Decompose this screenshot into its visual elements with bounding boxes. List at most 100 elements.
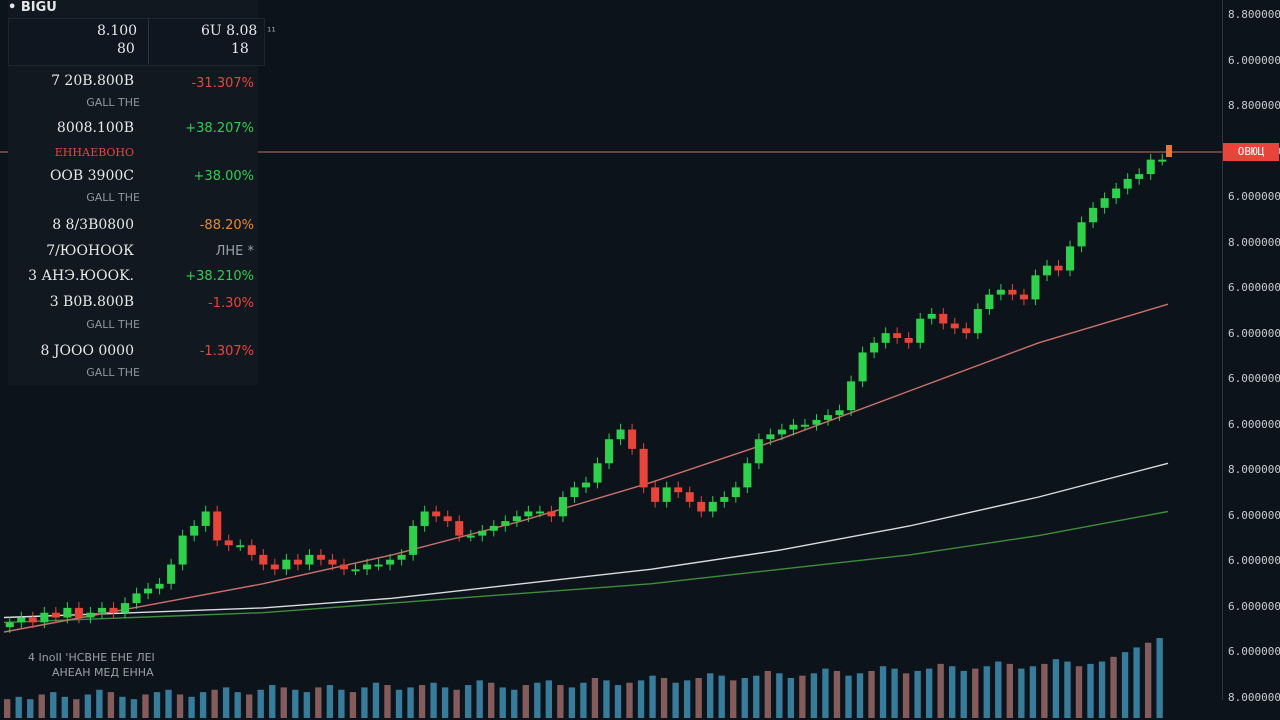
y-axis: 8.800000 6.000000 8.800000 6.000000 6.000000… <box>1222 0 1280 720</box>
volume-bar <box>741 678 748 718</box>
candle-body <box>5 622 14 628</box>
candle-body <box>973 309 982 334</box>
volume-bar <box>292 689 299 718</box>
header-col2-a: 6U 8.08 <box>201 23 258 39</box>
candle-body <box>985 294 994 310</box>
volume-bar <box>453 689 460 718</box>
volume-bar <box>119 696 126 718</box>
candle-body <box>893 333 902 338</box>
header-col2-b: 18 <box>231 41 249 57</box>
moving-average-slow <box>3 510 1169 624</box>
candle-body <box>766 434 775 440</box>
volume-bar <box>84 694 92 718</box>
y-tick-label: 8.000000 <box>1228 463 1280 476</box>
candle-body <box>535 511 544 514</box>
candle-body <box>628 429 637 449</box>
candle-body <box>858 352 867 382</box>
candle-body <box>651 487 660 502</box>
y-tick-label: 8.000000 <box>1228 235 1280 249</box>
candle-body <box>63 607 72 618</box>
volume-bar <box>361 687 368 718</box>
volume-bar <box>925 668 933 718</box>
header-divider <box>148 18 149 64</box>
volume-bar <box>914 670 921 718</box>
row-price: 3 АНЭ.ЮООK. <box>28 268 134 284</box>
volume-bar <box>1098 661 1106 718</box>
candle-body <box>524 511 533 517</box>
candle-body <box>259 554 268 565</box>
volume-bar <box>1052 659 1060 718</box>
candle-body <box>155 583 164 589</box>
volume-bar <box>280 687 287 718</box>
volume-bar <box>822 668 829 718</box>
candle-body <box>351 569 360 572</box>
row-price: OOB 3900C <box>49 168 134 184</box>
volume-bar <box>246 694 253 718</box>
row-change: +38.207% <box>185 121 254 136</box>
volume-bar <box>1110 656 1117 718</box>
candle-body <box>316 554 325 560</box>
watchlist-header: 8.100 80 6U 8.08 18 ¹¹ <box>8 18 276 66</box>
candle-body <box>224 540 233 546</box>
volume-bar <box>972 668 979 718</box>
candle-body <box>870 342 879 353</box>
candle-body <box>904 337 913 343</box>
volume-bar <box>315 687 322 718</box>
candle-body <box>1146 159 1155 175</box>
volume-bar <box>591 678 599 718</box>
candle-body <box>789 424 798 430</box>
candle-body <box>939 313 948 324</box>
candle-body <box>547 511 556 517</box>
volume-bar <box>1087 663 1094 718</box>
volume-bar <box>430 682 437 718</box>
volume-bar <box>73 699 80 718</box>
y-tick-label: 6.000000 <box>1228 326 1280 340</box>
volume-bar <box>856 673 864 718</box>
volume-bar <box>188 696 195 718</box>
volume-bar <box>1075 666 1083 718</box>
candle-body <box>74 607 83 618</box>
volume-bar <box>38 694 45 718</box>
y-tick-label: 6.000000 <box>1228 508 1280 522</box>
candle-body <box>743 463 752 488</box>
volume-bar <box>614 685 622 718</box>
volume-bar <box>1041 663 1048 718</box>
candle-body <box>777 429 786 435</box>
candle-body <box>1054 265 1063 271</box>
y-axis-line <box>1222 0 1223 700</box>
moving-average-fast <box>3 303 1169 633</box>
candle-body <box>616 429 625 440</box>
volume-bar <box>730 680 737 718</box>
candle-body <box>362 564 372 570</box>
candle-body <box>97 607 106 613</box>
volume-bar <box>718 675 725 718</box>
watchlist-panel: • BIGU 8.100 80 6U 8.08 18 ¹¹ 7 20B.800B… <box>8 0 276 385</box>
volume-bar <box>1144 642 1152 718</box>
candle-body <box>409 525 418 555</box>
volume-bar <box>983 666 990 718</box>
candle-body <box>489 525 498 531</box>
row-change: -1.307% <box>199 344 254 359</box>
volume-bar <box>176 694 184 718</box>
candle-body <box>639 448 648 488</box>
candle-body <box>339 564 349 570</box>
y-tick-label: 8.800000 <box>1228 8 1280 21</box>
volume-bar <box>522 685 529 718</box>
candle-body <box>397 554 406 560</box>
volume-bar <box>211 689 218 718</box>
candle-body <box>109 607 118 613</box>
row-sub: GALL ТНЕ <box>86 191 140 204</box>
candle-body <box>247 545 256 555</box>
candle-body <box>1031 275 1040 300</box>
current-price-tag: ОВЮЦ <box>1223 143 1279 161</box>
volume-bar <box>695 678 702 718</box>
row-price: 8008.100B <box>56 120 134 136</box>
last-candle-marker <box>1166 145 1172 157</box>
candle-body <box>593 463 602 483</box>
volume-bar <box>15 696 22 718</box>
candle-body <box>800 424 810 427</box>
row-change: -31.307% <box>191 76 254 91</box>
candle-body <box>40 612 49 623</box>
candle-body <box>455 521 464 536</box>
